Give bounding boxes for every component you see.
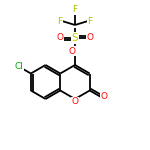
- Text: F: F: [87, 16, 93, 26]
- Text: F: F: [57, 16, 63, 26]
- Text: O: O: [87, 33, 93, 42]
- Text: S: S: [72, 33, 78, 43]
- Text: Cl: Cl: [14, 62, 23, 71]
- Text: F: F: [72, 6, 78, 15]
- Text: O: O: [100, 92, 107, 101]
- Text: O: O: [72, 98, 78, 106]
- Text: O: O: [57, 33, 63, 42]
- Text: O: O: [69, 46, 75, 56]
